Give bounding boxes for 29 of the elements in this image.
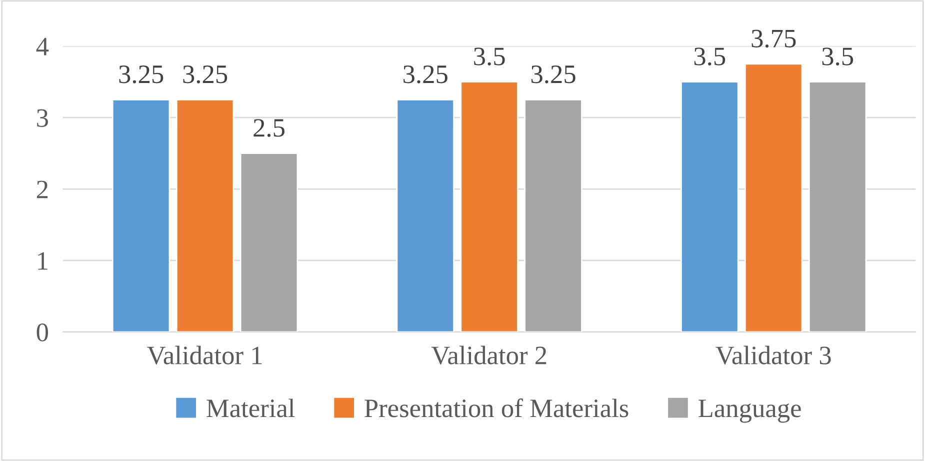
bar	[680, 81, 739, 332]
data-label: 2.5	[254, 119, 284, 137]
y-tick-label: 2	[36, 180, 48, 198]
y-tick-label: 4	[36, 38, 49, 56]
data-label: 3.25	[119, 65, 164, 84]
x-tick-label: Validator 3	[716, 346, 831, 365]
x-tick-label: Validator 2	[431, 346, 546, 365]
bar	[744, 63, 803, 332]
y-tick-label: 1	[38, 252, 48, 270]
data-label: 3.25	[404, 65, 448, 84]
y-tick-label: 3	[37, 109, 48, 127]
legend-label: Material	[206, 398, 295, 418]
bar	[112, 98, 170, 332]
data-label: 3.5	[694, 48, 726, 66]
data-label: 3.5	[474, 48, 505, 66]
y-tick-label: 0	[36, 324, 48, 342]
data-label: 3.5	[822, 48, 854, 66]
bar	[524, 98, 582, 332]
legend-label: Language	[698, 400, 801, 423]
bar	[240, 152, 298, 332]
data-label: 3.25	[531, 65, 576, 84]
x-tick-label: Validator 1	[147, 346, 262, 365]
bar	[460, 81, 518, 332]
bar	[396, 98, 454, 332]
data-label: 3.25	[183, 65, 228, 84]
bar	[808, 81, 867, 332]
data-label: 3.75	[752, 30, 796, 48]
bar	[176, 98, 234, 332]
legend-label: Presentation of Materials	[364, 398, 628, 418]
